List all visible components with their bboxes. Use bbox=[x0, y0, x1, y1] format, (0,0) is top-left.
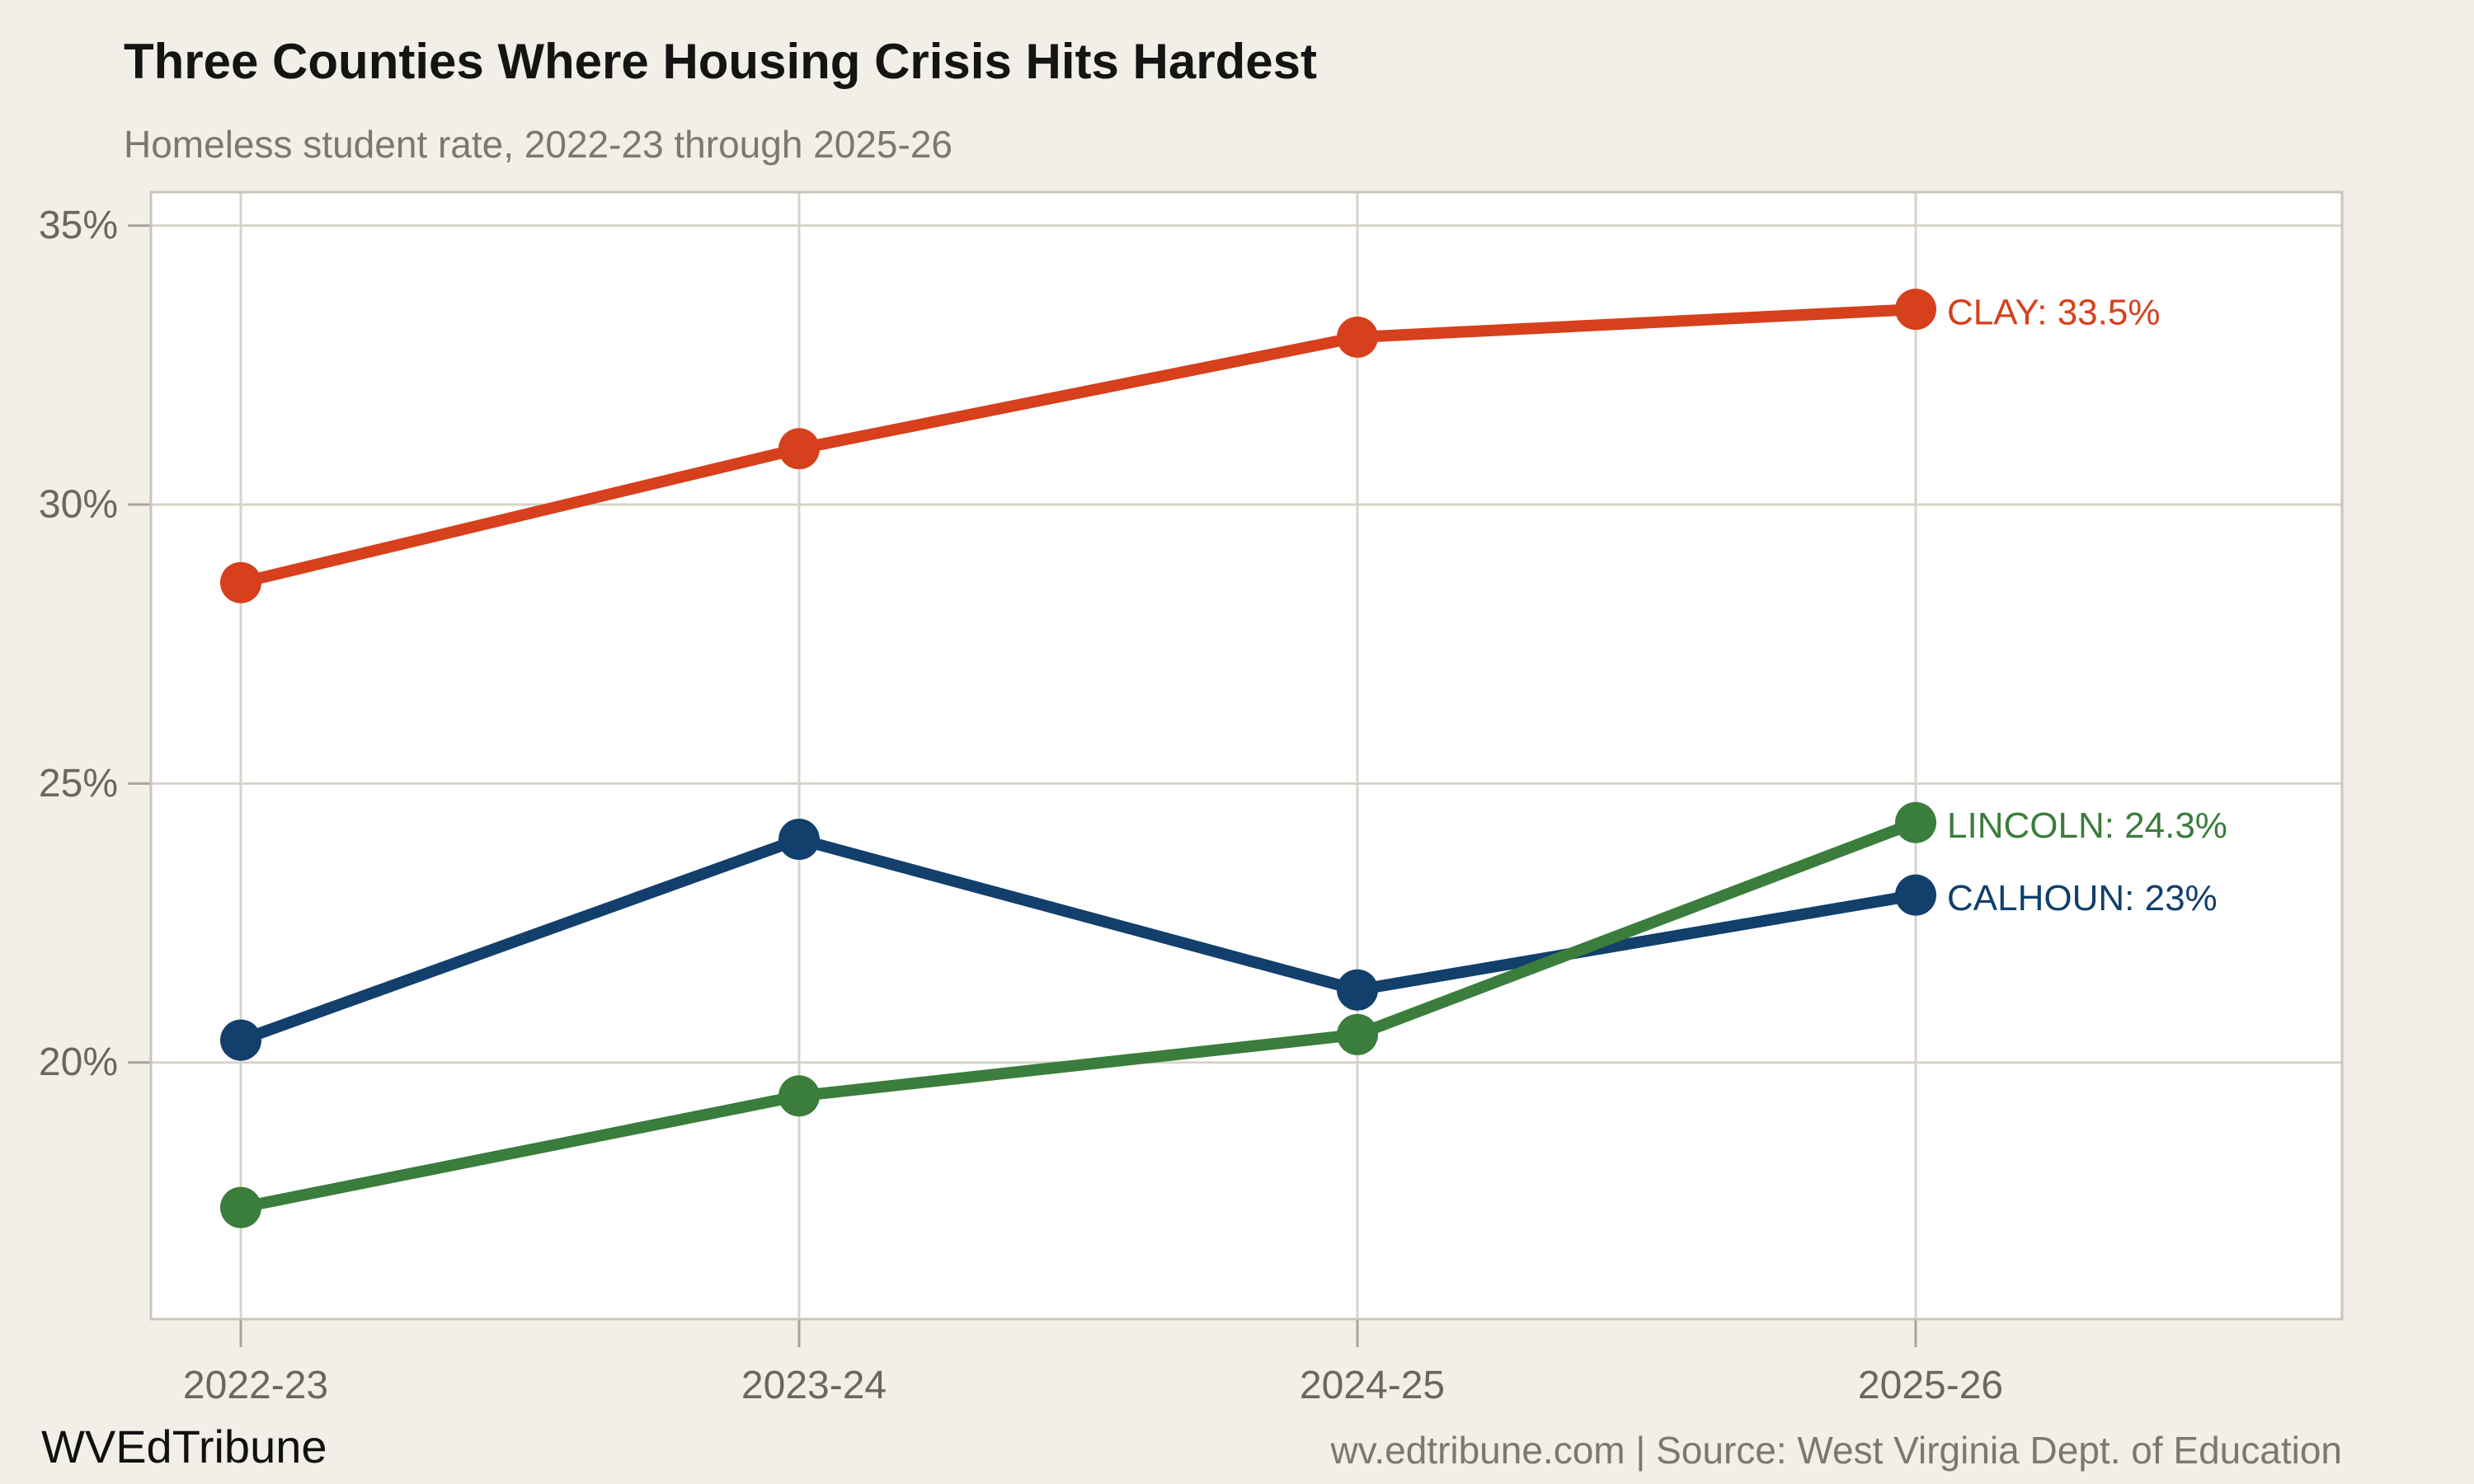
x-tick-label: 2025-26 bbox=[1858, 1364, 2003, 1407]
data-point-calhoun bbox=[1337, 969, 1378, 1011]
end-label-lincoln: LINCOLN: 24.3% bbox=[1947, 805, 2227, 846]
series-line-calhoun bbox=[235, 834, 1921, 1046]
x-tick-label: 2024-25 bbox=[1300, 1364, 1445, 1407]
data-point-calhoun bbox=[778, 819, 820, 861]
y-tick-label: 30% bbox=[39, 482, 118, 526]
chart-subtitle: Homeless student rate, 2022-23 through 2… bbox=[124, 123, 952, 166]
data-point-clay bbox=[1337, 316, 1378, 358]
data-point-clay bbox=[220, 561, 261, 603]
y-tick-label: 35% bbox=[39, 204, 118, 247]
data-point-lincoln bbox=[778, 1075, 820, 1117]
x-tick-label: 2022-23 bbox=[183, 1364, 328, 1407]
data-point-clay bbox=[1895, 289, 1936, 331]
x-tick-label: 2023-24 bbox=[741, 1364, 887, 1407]
publisher-logo-text: WVEdTribune bbox=[41, 1421, 327, 1472]
plot-border bbox=[149, 190, 2344, 1321]
y-tick-label: 25% bbox=[39, 762, 118, 805]
end-label-clay: CLAY: 33.5% bbox=[1947, 293, 2160, 333]
data-point-calhoun bbox=[220, 1019, 261, 1061]
y-tick-label: 20% bbox=[39, 1040, 118, 1084]
plot-area bbox=[151, 192, 2342, 1319]
data-point-lincoln bbox=[1895, 801, 1936, 843]
data-point-clay bbox=[778, 428, 820, 470]
series-line-clay bbox=[235, 303, 1921, 589]
chart-title: Three Counties Where Housing Crisis Hits… bbox=[124, 34, 1317, 89]
series-line-lincoln bbox=[235, 816, 1921, 1214]
end-label-calhoun: CALHOUN: 23% bbox=[1947, 878, 2218, 918]
data-point-lincoln bbox=[220, 1186, 261, 1228]
data-point-calhoun bbox=[1895, 874, 1936, 916]
source-attribution: wv.edtribune.com | Source: West Virginia… bbox=[1330, 1429, 2342, 1472]
data-point-lincoln bbox=[1337, 1013, 1378, 1055]
